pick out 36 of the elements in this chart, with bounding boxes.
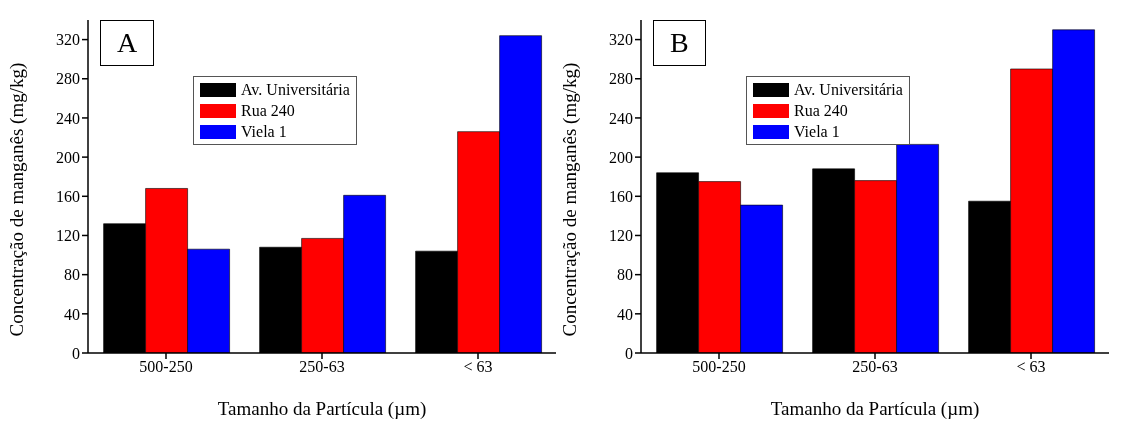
y-axis-title: Concentração de manganês (mg/kg) — [5, 62, 28, 337]
y-tick-label: 120 — [56, 227, 80, 245]
y-tick-label: 40 — [617, 305, 633, 323]
y-tick-label: 80 — [617, 266, 633, 284]
y-tick-label: 280 — [609, 70, 633, 88]
y-tick-label: 160 — [56, 187, 80, 205]
legend-label: Viela 1 — [794, 122, 840, 142]
x-axis-title: Tamanho da Partícula (µm) — [770, 398, 980, 420]
y-tick-label: 320 — [56, 31, 80, 49]
legend-label: Av. Universitária — [794, 80, 903, 100]
x-tick-label: < 63 — [1016, 358, 1046, 376]
y-tick-label: 40 — [64, 305, 80, 323]
y-tick-label: 280 — [56, 70, 80, 88]
x-tick-label: < 63 — [463, 358, 493, 376]
x-axis-title: Tamanho da Partícula (µm) — [217, 398, 427, 420]
y-tick-label: 80 — [64, 266, 80, 284]
y-axis-title: Concentração de manganês (mg/kg) — [558, 62, 581, 337]
y-tick-label: 0 — [72, 344, 80, 362]
y-tick-label: 240 — [609, 109, 633, 127]
y-tick-label: 320 — [609, 31, 633, 49]
annotation: B — [653, 20, 706, 66]
y-tick-label: 160 — [609, 187, 633, 205]
y-tick-label: 200 — [56, 148, 80, 166]
legend-label: Rua 240 — [794, 101, 848, 121]
x-tick-label: 250-63 — [852, 358, 898, 376]
y-tick-label: 200 — [609, 148, 633, 166]
x-tick-label: 250-63 — [299, 358, 345, 376]
annotation: A — [100, 20, 155, 66]
legend-label: Viela 1 — [241, 122, 287, 142]
y-tick-label: 240 — [56, 109, 80, 127]
x-tick-label: 500-250 — [692, 358, 746, 376]
y-tick-label: 120 — [609, 227, 633, 245]
legend-label: Av. Universitária — [241, 80, 350, 100]
legend-label: Rua 240 — [241, 101, 295, 121]
x-tick-label: 500-250 — [139, 358, 193, 376]
y-tick-label: 0 — [625, 344, 633, 362]
